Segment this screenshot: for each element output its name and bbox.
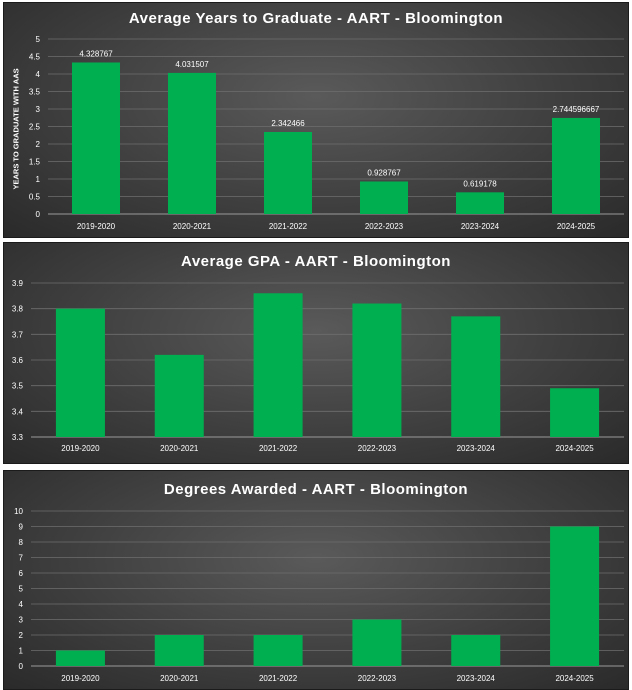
y-tick-label: 1.5 bbox=[29, 158, 41, 167]
y-tick-label: 1 bbox=[36, 175, 41, 184]
y-tick-label: 2 bbox=[19, 631, 24, 640]
y-tick-label: 3.5 bbox=[29, 88, 41, 97]
x-tick-label: 2021-2022 bbox=[269, 222, 308, 231]
x-tick-label: 2023-2024 bbox=[457, 674, 496, 683]
chart-panel-years-to-graduate: Average Years to Graduate - AART - Bloom… bbox=[3, 2, 629, 238]
x-tick-label: 2020-2021 bbox=[173, 222, 212, 231]
bar bbox=[550, 526, 600, 666]
bar bbox=[352, 619, 402, 666]
y-tick-label: 3.9 bbox=[12, 279, 24, 288]
x-tick-label: 2021-2022 bbox=[259, 674, 298, 683]
y-tick-label: 4 bbox=[19, 600, 24, 609]
y-tick-label: 2 bbox=[36, 140, 41, 149]
y-tick-label: 3.6 bbox=[12, 356, 24, 365]
chart-title: Average GPA - AART - Bloomington bbox=[181, 253, 451, 270]
chart-panel-degrees-awarded: Degrees Awarded - AART - Bloomington 0 1 2… bbox=[3, 470, 629, 690]
y-tick-label: 8 bbox=[19, 538, 24, 547]
x-tick-label: 2023-2024 bbox=[461, 222, 500, 231]
data-label: 4.031507 bbox=[175, 60, 209, 69]
y-tick-label: 7 bbox=[19, 554, 24, 563]
bar bbox=[451, 316, 501, 437]
y-tick-label: 9 bbox=[19, 523, 24, 532]
x-tick-label: 2023-2024 bbox=[457, 444, 496, 453]
bar bbox=[55, 308, 105, 437]
bar bbox=[154, 354, 204, 437]
y-tick-label: 0 bbox=[36, 210, 41, 219]
y-tick-label: 3 bbox=[36, 105, 41, 114]
chart-panel-average-gpa: Average GPA - AART - Bloomington 3.3 3.4 3… bbox=[3, 242, 629, 464]
x-tick-label: 2021-2022 bbox=[259, 444, 298, 453]
bar bbox=[550, 388, 600, 437]
bar bbox=[253, 293, 303, 437]
y-tick-label: 3 bbox=[19, 616, 24, 625]
x-tick-label: 2019-2020 bbox=[77, 222, 116, 231]
y-tick-label: 2.5 bbox=[29, 123, 41, 132]
x-tick-label: 2024-2025 bbox=[557, 222, 596, 231]
data-label: 2.744596667 bbox=[553, 105, 600, 114]
x-tick-label: 2020-2021 bbox=[160, 444, 199, 453]
y-tick-label: 6 bbox=[19, 569, 24, 578]
y-tick-label: 1 bbox=[19, 647, 24, 656]
x-tick-label: 2024-2025 bbox=[555, 444, 594, 453]
y-tick-label: 3.5 bbox=[12, 382, 24, 391]
y-tick-label: 0 bbox=[19, 662, 24, 671]
x-tick-label: 2020-2021 bbox=[160, 674, 199, 683]
y-tick-label: 3.8 bbox=[12, 305, 24, 314]
bar bbox=[451, 635, 501, 666]
bar bbox=[253, 635, 303, 666]
y-tick-label: 10 bbox=[14, 507, 23, 516]
x-tick-label: 2024-2025 bbox=[555, 674, 594, 683]
chart-title: Degrees Awarded - AART - Bloomington bbox=[163, 481, 469, 498]
y-tick-label: 4.5 bbox=[29, 53, 41, 62]
bar bbox=[352, 303, 402, 437]
bar-chart-average-gpa: 3.3 3.4 3.5 3.6 3.7 3.8 3.9 2019-2020 2020-2021 2… bbox=[12, 279, 624, 453]
bar bbox=[72, 62, 120, 214]
bar-chart-degrees-awarded: 0 1 2 3 4 5 6 7 8 9 10 2019-2020 2020-2021 2021-2022 2… bbox=[14, 507, 624, 683]
x-tick-label: 2022-2023 bbox=[358, 444, 397, 453]
bar bbox=[168, 72, 216, 215]
bar bbox=[154, 635, 204, 666]
bar bbox=[264, 132, 312, 214]
bar bbox=[360, 181, 408, 214]
chart-title: Average Years to Graduate - AART - Bloom… bbox=[128, 10, 504, 27]
y-tick-label: 4 bbox=[36, 70, 41, 79]
y-tick-label: 3.4 bbox=[12, 407, 24, 416]
bar-chart-years-to-graduate: 0 0.5 1 1.5 2 2.5 3 3.5 4 4.5 5 2019-2020 4.328767 20… bbox=[29, 35, 624, 231]
x-tick-label: 2022-2023 bbox=[365, 222, 404, 231]
data-label: 0.928767 bbox=[367, 168, 401, 177]
y-tick-label: 5 bbox=[19, 585, 24, 594]
data-label: 4.328767 bbox=[79, 49, 113, 58]
bar bbox=[456, 192, 504, 214]
x-tick-label: 2022-2023 bbox=[358, 674, 397, 683]
y-tick-label: 3.7 bbox=[12, 330, 24, 339]
x-tick-label: 2019-2020 bbox=[61, 444, 100, 453]
x-tick-label: 2019-2020 bbox=[61, 674, 100, 683]
y-tick-label: 0.5 bbox=[29, 193, 41, 202]
y-tick-label: 3.3 bbox=[12, 433, 24, 442]
data-label: 0.619178 bbox=[463, 179, 497, 188]
data-label: 2.342466 bbox=[271, 119, 305, 128]
bar bbox=[552, 117, 600, 214]
y-tick-label: 5 bbox=[36, 35, 41, 44]
bar bbox=[55, 650, 105, 666]
